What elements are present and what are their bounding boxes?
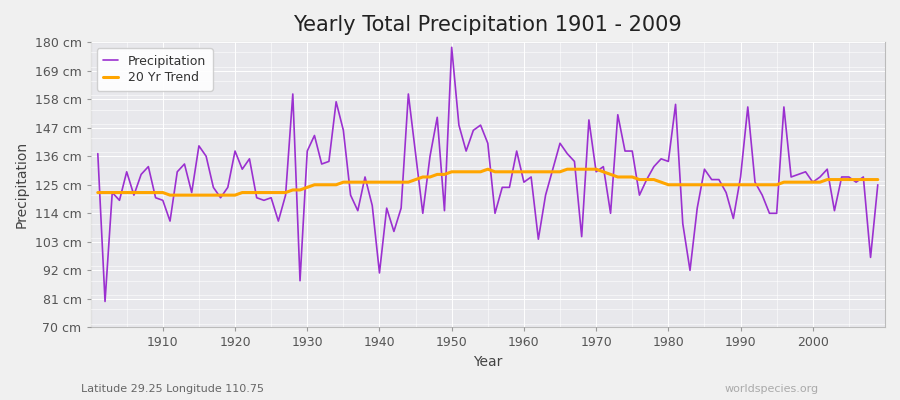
Title: Yearly Total Precipitation 1901 - 2009: Yearly Total Precipitation 1901 - 2009 bbox=[293, 15, 682, 35]
Legend: Precipitation, 20 Yr Trend: Precipitation, 20 Yr Trend bbox=[97, 48, 212, 91]
Precipitation bbox=[619, 149, 630, 154]
Text: Latitude 29.25 Longitude 110.75: Latitude 29.25 Longitude 110.75 bbox=[81, 384, 264, 394]
20 Yr Trend bbox=[165, 193, 176, 198]
Precipitation bbox=[93, 151, 104, 156]
Precipitation bbox=[158, 198, 168, 203]
Precipitation bbox=[360, 174, 371, 179]
X-axis label: Year: Year bbox=[473, 355, 502, 369]
Precipitation bbox=[446, 45, 457, 50]
Line: 20 Yr Trend: 20 Yr Trend bbox=[98, 169, 878, 195]
20 Yr Trend bbox=[533, 169, 544, 174]
Precipitation bbox=[316, 162, 327, 166]
20 Yr Trend bbox=[619, 174, 630, 179]
20 Yr Trend bbox=[526, 169, 536, 174]
Text: worldspecies.org: worldspecies.org bbox=[724, 384, 819, 394]
Line: Precipitation: Precipitation bbox=[98, 47, 878, 302]
Precipitation bbox=[872, 182, 883, 187]
20 Yr Trend bbox=[93, 190, 104, 195]
Precipitation bbox=[526, 174, 536, 179]
20 Yr Trend bbox=[316, 182, 327, 187]
20 Yr Trend bbox=[482, 167, 493, 172]
Precipitation bbox=[533, 237, 544, 242]
20 Yr Trend bbox=[872, 177, 883, 182]
Y-axis label: Precipitation: Precipitation bbox=[15, 141, 29, 228]
20 Yr Trend bbox=[360, 180, 371, 184]
Precipitation bbox=[100, 299, 111, 304]
20 Yr Trend bbox=[150, 190, 161, 195]
